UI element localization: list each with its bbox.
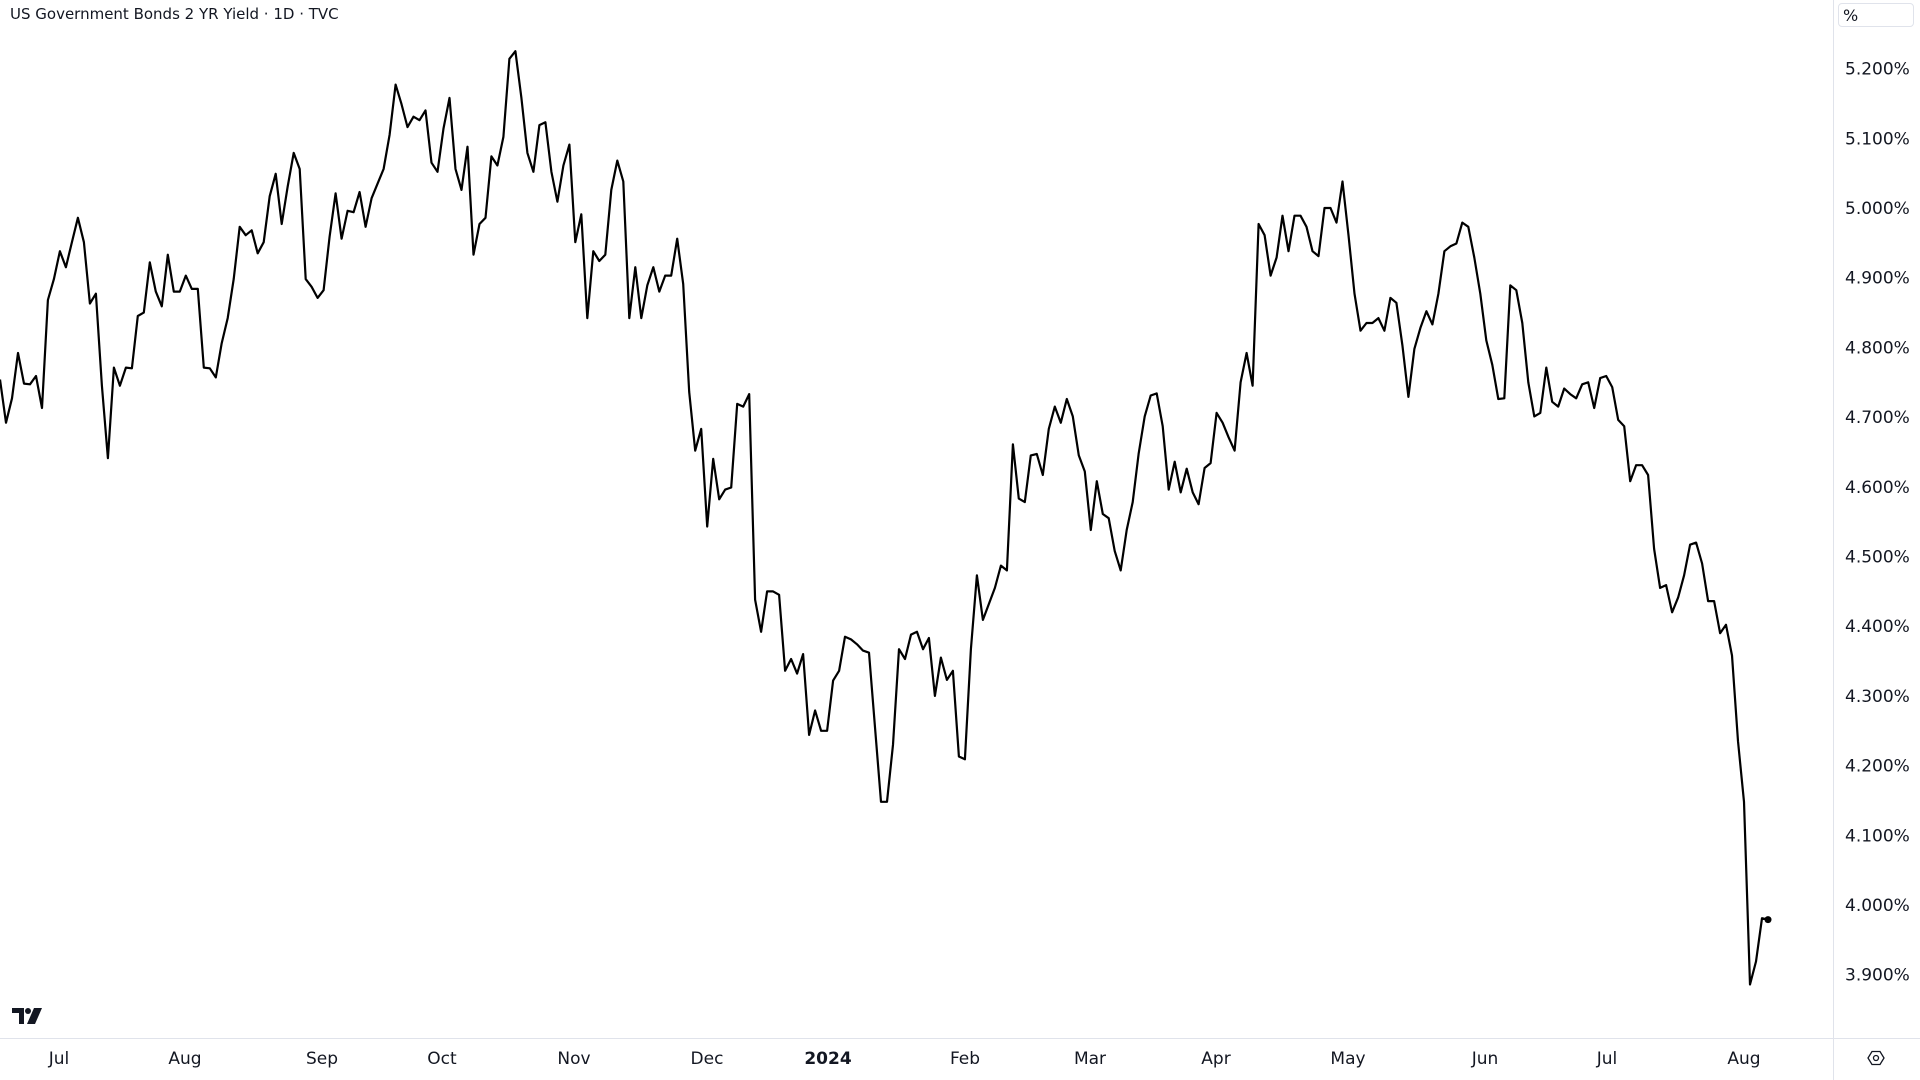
last-price-dot [1764,916,1772,924]
x-tick-label: Dec [691,1049,724,1069]
y-tick-label: 4.000% [1845,896,1910,916]
unit-selector[interactable]: % [1838,3,1914,27]
y-tick-label: 4.800% [1845,338,1910,358]
x-tick-label: Sep [306,1049,338,1069]
y-tick-label: 4.600% [1845,478,1910,498]
x-tick-label: Feb [950,1049,980,1069]
y-tick-label: 5.200% [1845,60,1910,80]
x-tick-label: Nov [557,1049,590,1069]
x-tick-label: Apr [1201,1049,1230,1069]
x-tick-label: 2024 [804,1049,851,1069]
settings-gear-icon[interactable] [1866,1048,1886,1072]
x-tick-label: Aug [1727,1049,1760,1069]
y-tick-label: 4.500% [1845,548,1910,568]
x-tick-label: Jun [1471,1049,1499,1069]
x-tick-label: Jul [1596,1049,1618,1069]
y-tick-label: 4.200% [1845,757,1910,777]
y-tick-label: 5.000% [1845,199,1910,219]
y-tick-label: 5.100% [1845,129,1910,149]
x-tick-label: Aug [168,1049,201,1069]
x-tick-label: Jul [48,1049,70,1069]
y-tick-label: 4.300% [1845,687,1910,707]
y-tick-label: 4.100% [1845,826,1910,846]
tradingview-logo[interactable] [12,1008,44,1028]
x-tick-label: Oct [427,1049,457,1069]
y-tick-label: 4.900% [1845,269,1910,289]
y-tick-label: 4.700% [1845,408,1910,428]
y-tick-label: 4.400% [1845,617,1910,637]
time-axis[interactable]: Jul Aug Sep Oct Nov Dec 2024 Feb Mar Apr May Jun Jul… [48,1049,1761,1069]
series-line [0,50,1769,986]
chart-title: US Government Bonds 2 YR Yield · 1D · TV… [10,5,339,23]
x-tick-label: Mar [1074,1049,1106,1069]
price-axis[interactable]: 5.200% 5.100% 5.000% 4.900% 4.800% 4.700% 4.60… [1845,60,1910,986]
x-tick-label: May [1330,1049,1365,1069]
y-tick-label: 3.900% [1845,966,1910,986]
